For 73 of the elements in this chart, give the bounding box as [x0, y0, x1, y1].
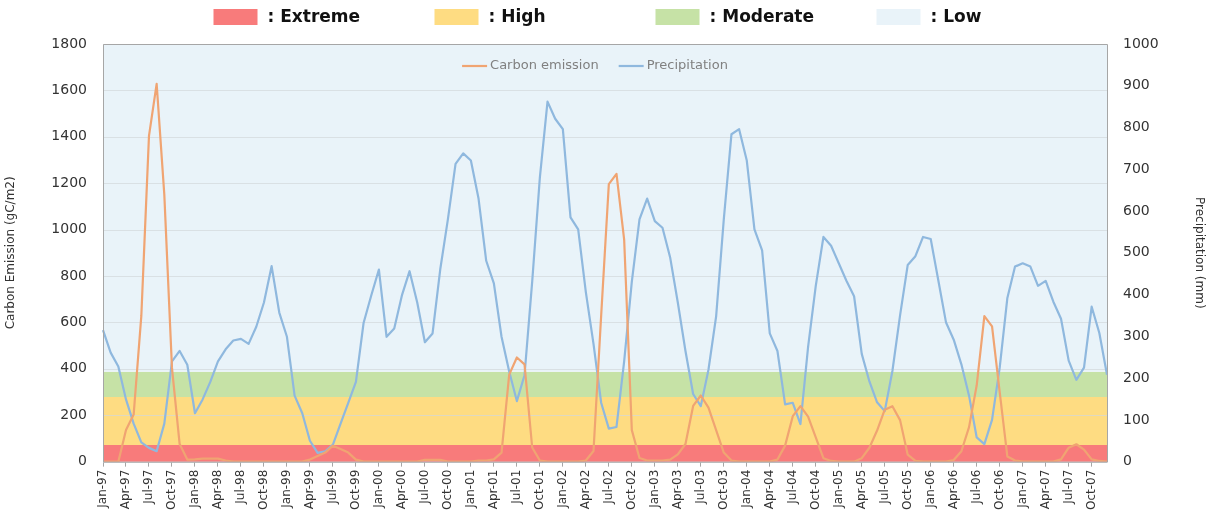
x-tick-label: Oct-99 [348, 469, 363, 511]
x-tick-label: Jan-98 [187, 469, 202, 509]
x-tick-label: Oct-07 [1083, 469, 1098, 511]
x-tick-label: Apr-01 [486, 469, 500, 510]
x-tick-label: Apr-99 [302, 469, 317, 510]
y-tick-label: 800 [60, 266, 87, 283]
y2-tick-label: 500 [1123, 243, 1150, 260]
x-tick-label: Jan-05 [830, 469, 845, 509]
y-tick-label: 1000 [51, 220, 87, 237]
x-tick-label: Jan-01 [463, 469, 477, 509]
y-tick-label: 1600 [51, 81, 87, 98]
x-tick-label: Oct-02 [623, 469, 638, 511]
x-tick-label: Jul-06 [968, 469, 983, 505]
y2-tick-label: 600 [1123, 201, 1150, 218]
x-tick-label: Jul-01 [508, 469, 523, 505]
x-tick-label: Jul-03 [692, 469, 707, 505]
legend-label: : Extreme [267, 6, 361, 27]
y2-tick-label: 300 [1123, 327, 1150, 343]
y2-tick-label: 900 [1123, 76, 1150, 93]
x-tick-label: Apr-06 [945, 469, 960, 510]
x-tick-label: Oct-00 [440, 469, 455, 511]
x-tick-label: Jan-07 [1014, 469, 1029, 509]
x-tick-label: Apr-05 [853, 469, 868, 510]
x-tick-label: Apr-03 [669, 469, 684, 510]
y-tick-label: 400 [60, 359, 87, 376]
legend-label: : Moderate [709, 6, 815, 27]
x-tick-label: Jan-97 [95, 469, 110, 509]
y2-axis-title: Precipitation (mm) [1192, 197, 1207, 309]
y-tick-label: 1400 [51, 127, 87, 144]
x-tick-label: Apr-07 [1037, 469, 1052, 510]
y-tick-label: 0 [78, 452, 87, 469]
legend-label: Precipitation [646, 57, 728, 73]
x-tick-label: Apr-98 [210, 469, 225, 510]
x-tick-label: Oct-05 [899, 469, 914, 511]
y2-tick-label: 200 [1123, 368, 1150, 385]
x-tick-label: Jul-05 [876, 469, 891, 505]
y-tick-label: 200 [60, 405, 87, 422]
x-tick-label: Oct-01 [531, 469, 546, 511]
x-tick-label: Jan-03 [646, 469, 661, 509]
y-tick-label: 600 [60, 313, 87, 330]
y-tick-label: 1200 [51, 173, 87, 190]
x-tick-label: Apr-04 [761, 469, 776, 510]
x-tick-label: Apr-97 [118, 469, 133, 510]
x-tick-label: Jan-06 [922, 469, 937, 509]
x-tick-label: Jul-98 [233, 469, 248, 505]
y2-tick-label: 1000 [1123, 34, 1159, 51]
x-tick-label: Jul-04 [784, 469, 799, 505]
legend-label: : High [488, 6, 546, 27]
x-tick-label: Apr-00 [394, 469, 409, 510]
legend-label: Carbon emission [490, 57, 599, 73]
x-tick-label: Jan-99 [279, 469, 294, 509]
y2-tick-label: 700 [1123, 159, 1150, 176]
x-tick-label: Oct-06 [991, 469, 1006, 511]
y2-tick-label: 100 [1123, 410, 1150, 427]
x-tick-label: Jan-00 [371, 469, 386, 509]
x-tick-label: Jan-04 [738, 469, 753, 509]
x-tick-label: Oct-98 [256, 469, 271, 511]
x-tick-label: Oct-03 [715, 469, 730, 511]
x-tick-label: Apr-02 [577, 469, 592, 510]
x-tick-label: Jan-02 [554, 469, 569, 509]
x-tick-label: Oct-97 [164, 469, 179, 511]
x-tick-label: Oct-04 [807, 469, 822, 511]
legend-label: : Low [930, 6, 982, 27]
x-tick-label: Jul-97 [141, 469, 156, 505]
y-axis-title: Carbon Emission (gC/m2) [3, 176, 18, 330]
x-tick-label: Jul-00 [417, 469, 432, 505]
y2-tick-label: 400 [1123, 285, 1150, 302]
y2-tick-label: 800 [1123, 118, 1150, 135]
y2-tick-label: 0 [1123, 452, 1132, 469]
x-tick-label: Jul-99 [325, 469, 340, 505]
x-tick-label: Jul-07 [1060, 469, 1075, 505]
y-tick-label: 1800 [51, 34, 87, 51]
x-tick-label: Jul-02 [600, 469, 615, 505]
